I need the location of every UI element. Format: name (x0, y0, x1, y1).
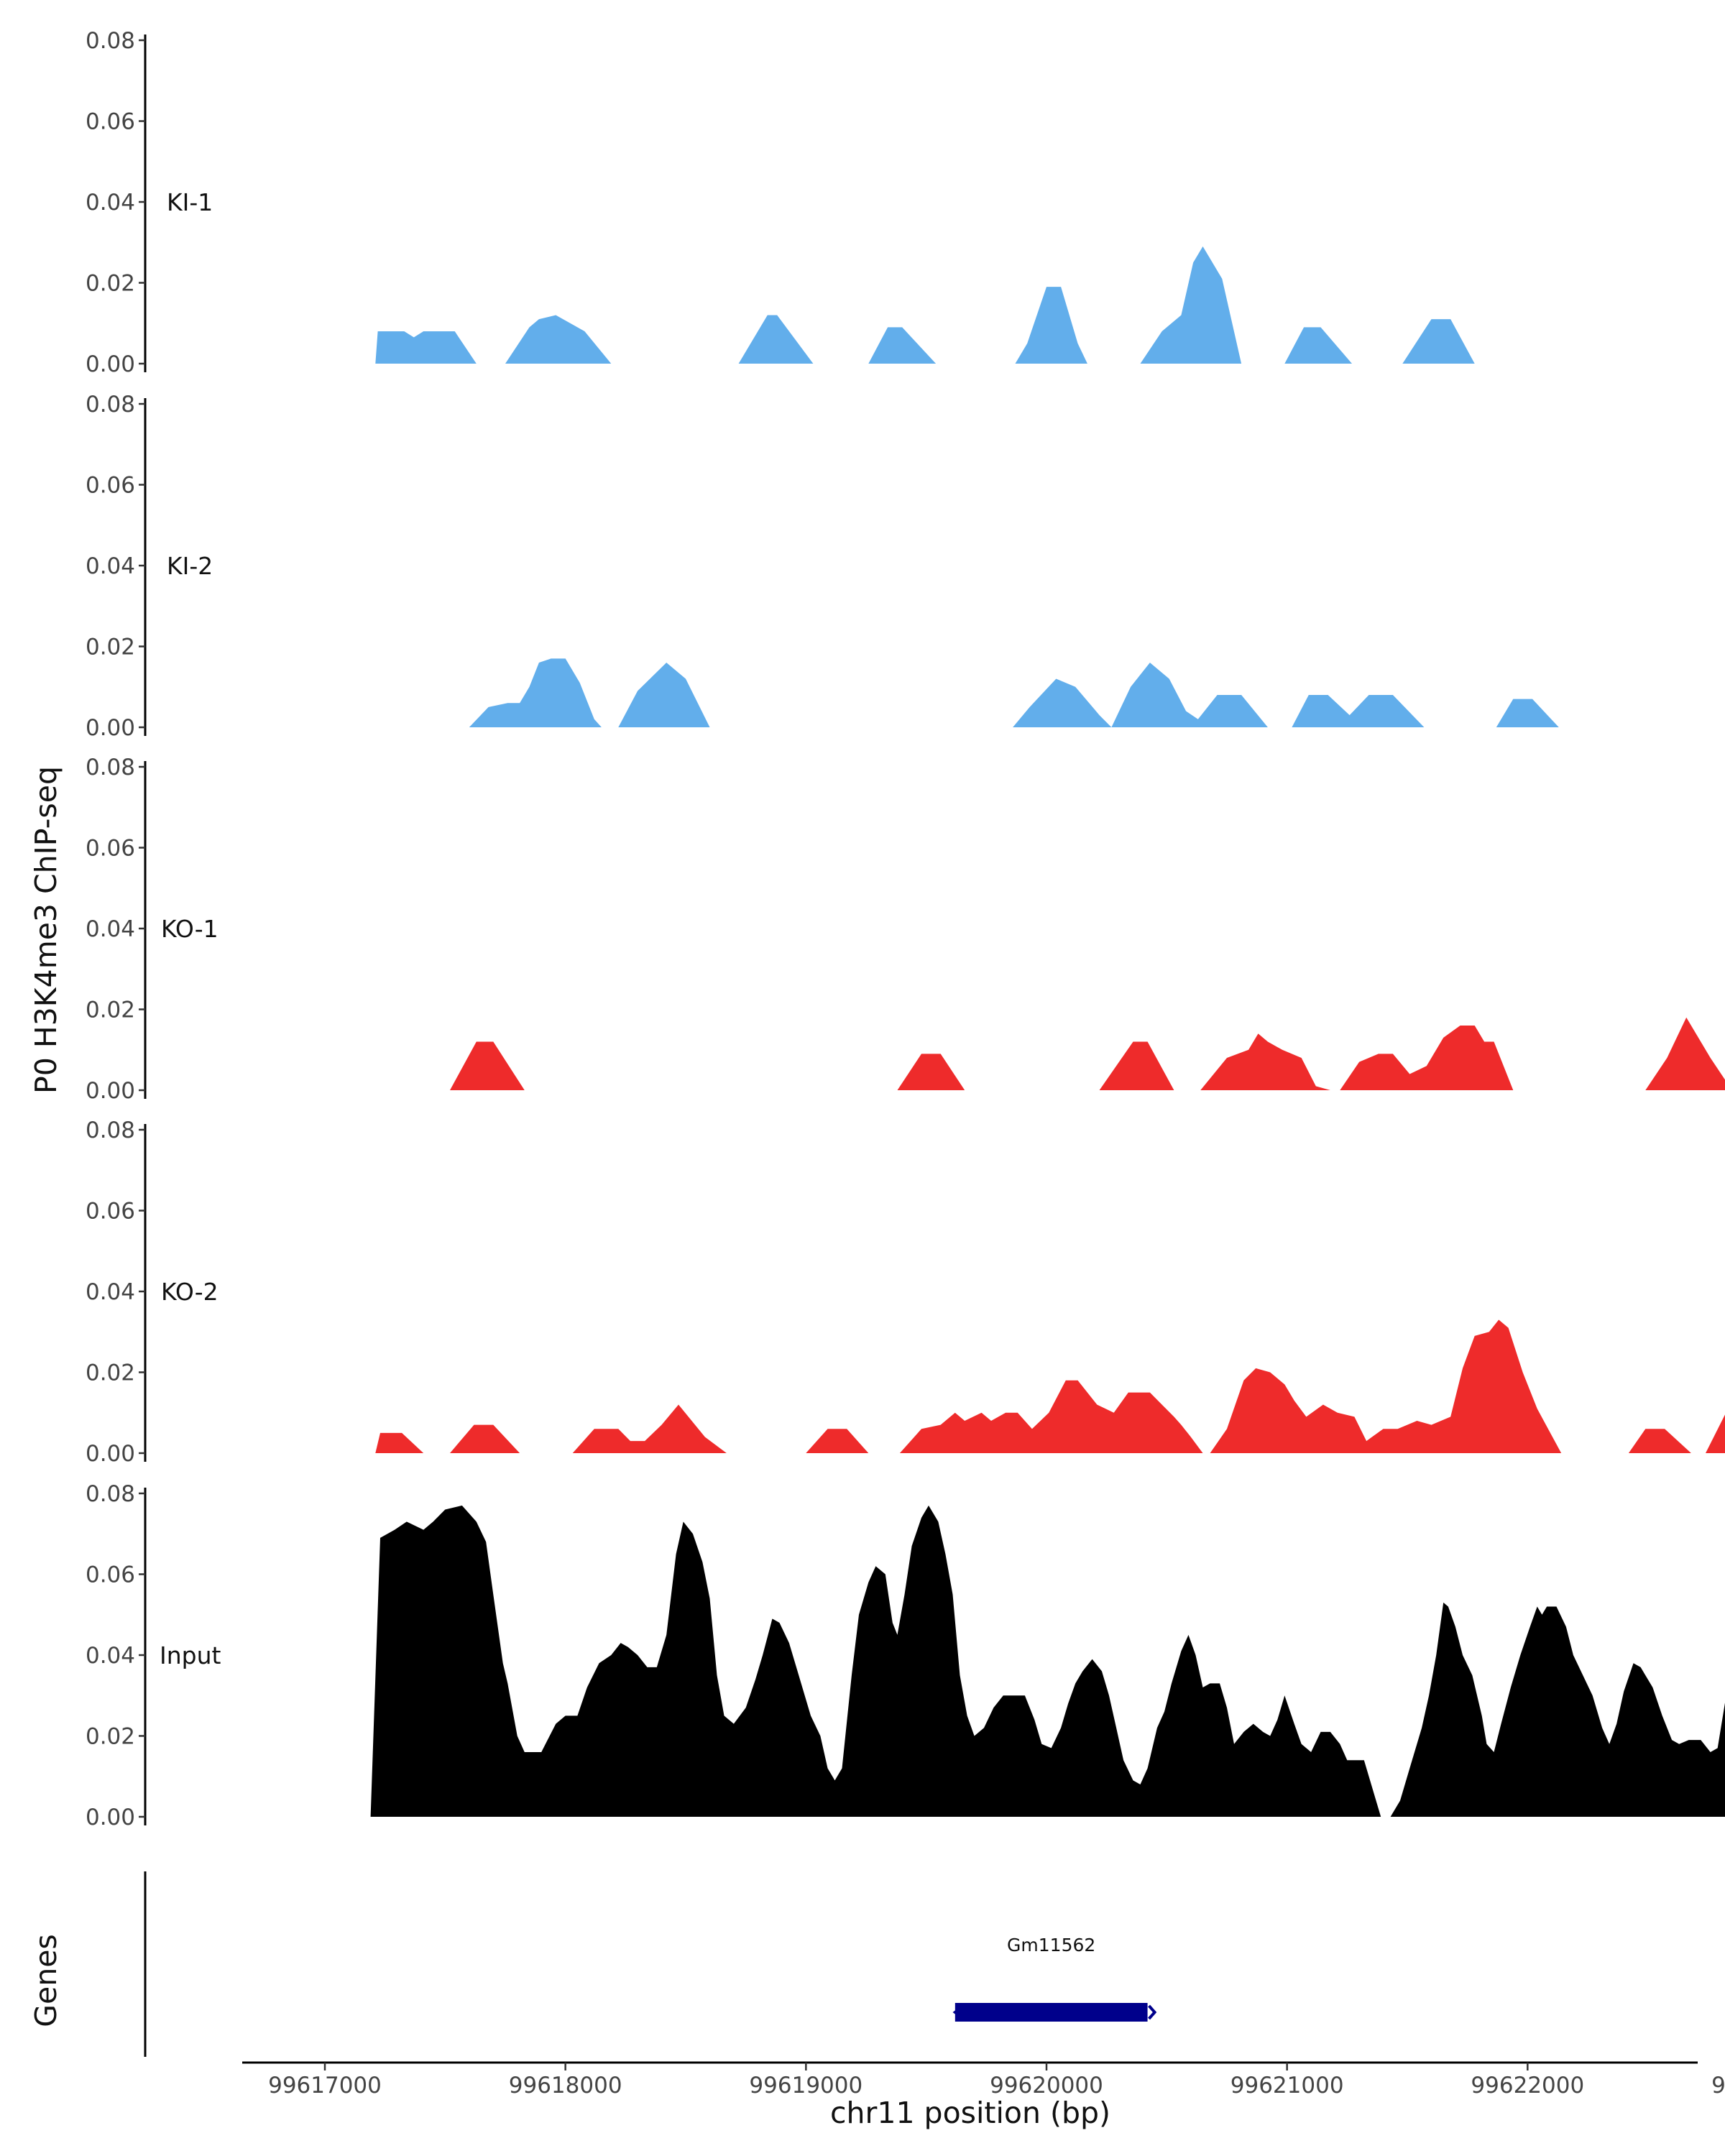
track-label: KO-2 (161, 1278, 218, 1306)
coverage-area-ki-2 (469, 658, 1559, 727)
y-tick-label: 0.02 (86, 635, 135, 660)
x-tick-label: 99617000 (268, 2073, 382, 2099)
y-tick-label: 0.04 (86, 916, 135, 942)
y-tick-label: 0.06 (86, 1562, 135, 1588)
track-ki-2: 0.00 0.02 0.04 0.06 0.08 KI-2 (86, 392, 1559, 741)
genes-panel: Gm11562 (144, 1871, 1157, 2057)
x-tick-label: 99621000 (1230, 2073, 1344, 2099)
x-tick-label: 99620000 (990, 2073, 1103, 2099)
track-label: KI-2 (167, 552, 213, 580)
track-ko-1: 0.00 0.02 0.04 0.06 0.08 KO-1 (86, 755, 1725, 1104)
y-tick-label: 0.00 (86, 715, 135, 741)
y-tick-label: 0.08 (86, 755, 135, 780)
y-tick-label: 0.06 (86, 109, 135, 135)
track-input: 0.00 0.02 0.04 0.06 0.08 Input (86, 1481, 1725, 1830)
y-tick-label: 0.08 (86, 1481, 135, 1507)
strand-arrow-icon (1148, 2004, 1157, 2020)
track-label: KI-1 (167, 188, 213, 216)
y-axis-title: P0 H3K4me3 ChIP-seq (29, 766, 63, 1094)
gene-gm11562: Gm11562 (952, 1935, 1157, 2022)
y-tick-label: 0.06 (86, 473, 135, 499)
y-tick-label: 0.06 (86, 836, 135, 862)
track-label: Input (160, 1641, 221, 1669)
y-tick-label: 0.04 (86, 553, 135, 579)
gene-body (954, 2003, 1148, 2022)
y-tick-label: 0.02 (86, 271, 135, 297)
coverage-area-ki-1 (375, 246, 1475, 364)
x-tick-label: 99623000 (1711, 2073, 1725, 2099)
strand-arrow-icon (952, 2004, 965, 2020)
y-tick-label: 0.02 (86, 998, 135, 1023)
x-axis-title: chr11 position (bp) (830, 2096, 1110, 2130)
x-tick-label: 99618000 (509, 2073, 622, 2099)
y-tick-label: 0.04 (86, 1279, 135, 1305)
x-tick-label: 99622000 (1471, 2073, 1584, 2099)
y-tick-label: 0.00 (86, 1805, 135, 1830)
coverage-area-input (370, 1505, 1725, 1817)
gene-label: Gm11562 (1007, 1935, 1095, 1955)
y-tick-label: 0.04 (86, 190, 135, 216)
x-tick-label: 99619000 (749, 2073, 862, 2099)
y-tick-label: 0.00 (86, 1441, 135, 1467)
y-tick-label: 0.08 (86, 392, 135, 418)
tracks-layer: 0.00 0.02 0.04 0.06 0.08 KI-1 0.00 0.02 0.04 0.06… (86, 28, 1725, 1830)
track-ki-1: 0.00 0.02 0.04 0.06 0.08 KI-1 (86, 28, 1475, 377)
x-axis: 99617000 99618000 99619000 99620000 99621000… (242, 2061, 1725, 2099)
y-tick-label: 0.00 (86, 351, 135, 377)
y-tick-label: 0.08 (86, 1118, 135, 1143)
y-tick-label: 0.02 (86, 1724, 135, 1750)
y-tick-label: 0.08 (86, 28, 135, 54)
y-tick-label: 0.02 (86, 1360, 135, 1386)
coverage-area-ko-1 (450, 1017, 1725, 1090)
track-ko-2: 0.00 0.02 0.04 0.06 0.08 KO-2 (86, 1118, 1725, 1467)
coverage-area-ko-2 (375, 1319, 1725, 1453)
track-label: KO-1 (161, 915, 218, 943)
genes-panel-title: Genes (29, 1934, 63, 2027)
y-tick-label: 0.04 (86, 1643, 135, 1669)
y-tick-label: 0.06 (86, 1199, 135, 1225)
y-tick-label: 0.00 (86, 1078, 135, 1104)
